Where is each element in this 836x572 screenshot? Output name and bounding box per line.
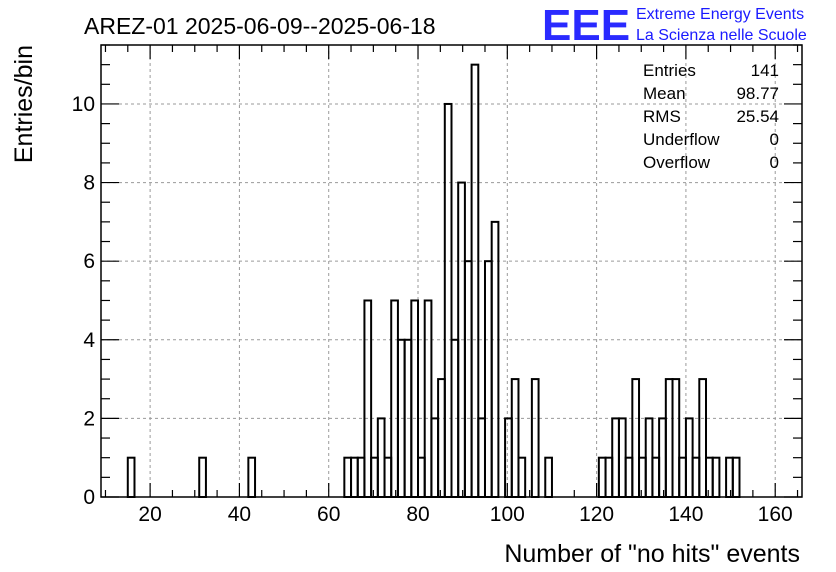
histogram-bin xyxy=(483,260,493,498)
histogram-bin xyxy=(477,417,486,498)
histogram-bin xyxy=(490,220,500,498)
histogram-bin xyxy=(198,456,207,498)
chart-title: AREZ-01 2025-06-09--2025-06-18 xyxy=(84,13,436,39)
y-tick-label: 6 xyxy=(83,250,95,273)
stats-entries-value: 141 xyxy=(751,61,779,80)
histogram-bin xyxy=(463,260,473,498)
eee-logo: EEE Extreme Energy Events La Scienza nel… xyxy=(542,1,807,50)
x-tick-label: 20 xyxy=(138,503,161,526)
y-tick-label: 10 xyxy=(72,93,95,116)
histogram-bin xyxy=(684,417,694,498)
histogram-bin xyxy=(350,456,359,498)
histogram-bin xyxy=(376,417,386,498)
plot-frame xyxy=(100,44,803,498)
stats-box: Entries 141 Mean 98.77 RMS 25.54 Underfl… xyxy=(643,61,779,172)
x-tick-label: 80 xyxy=(406,503,429,526)
stats-rms-value: 25.54 xyxy=(736,107,779,126)
histogram-bin xyxy=(530,378,540,498)
stats-mean-value: 98.77 xyxy=(736,84,779,103)
stats-entries-label: Entries xyxy=(643,61,696,80)
histogram-bin xyxy=(370,456,379,498)
histogram-bin xyxy=(517,456,527,498)
histogram-bin xyxy=(343,456,353,498)
stats-rms-label: RMS xyxy=(643,107,681,126)
logo-line-2: La Scienza nelle Scuole xyxy=(636,27,807,44)
y-tick-label: 4 xyxy=(83,329,95,352)
x-tick-label: 40 xyxy=(228,503,251,526)
stats-overflow-label: Overflow xyxy=(643,153,711,172)
stats-underflow-value: 0 xyxy=(770,130,779,149)
stats-mean-label: Mean xyxy=(643,84,686,103)
histogram-bin xyxy=(410,299,420,499)
tick-labels: 20 40 60 80 100 120 140 160 0 2 4 6 8 10 xyxy=(72,93,793,526)
histogram-bin xyxy=(443,102,453,499)
histogram-bin xyxy=(731,456,741,498)
histogram-bin xyxy=(504,417,513,498)
histogram-bin xyxy=(437,378,446,498)
histogram-bin xyxy=(725,456,734,498)
x-axis-title: Number of "no hits" events xyxy=(504,540,800,568)
logo-line-1: Extreme Energy Events xyxy=(636,6,804,23)
stats-overflow-value: 0 xyxy=(770,153,779,172)
histogram-bin xyxy=(705,456,714,498)
x-tick-label: 160 xyxy=(758,503,793,526)
x-tick-label: 140 xyxy=(668,503,703,526)
histogram-bin xyxy=(390,299,399,499)
y-axis-title: Entries/bin xyxy=(10,45,38,163)
histogram-bin xyxy=(691,456,701,498)
histogram-bin xyxy=(664,378,674,498)
histogram-bin xyxy=(651,456,661,498)
histogram-bin xyxy=(510,378,520,498)
axis-ticks xyxy=(101,44,802,498)
y-tick-label: 8 xyxy=(83,172,95,195)
y-tick-label: 0 xyxy=(83,486,95,509)
histogram-bin xyxy=(711,456,721,498)
histogram-bin xyxy=(544,456,553,498)
stats-underflow-label: Underflow xyxy=(643,130,720,149)
eee-logo-mark: EEE xyxy=(542,1,630,50)
histogram-bin xyxy=(597,456,607,498)
x-tick-label: 100 xyxy=(490,503,525,526)
histogram-bin xyxy=(363,299,373,499)
histogram-bin xyxy=(678,456,687,498)
histogram-bin xyxy=(617,417,627,498)
x-tick-label: 60 xyxy=(317,503,340,526)
histogram-bin xyxy=(126,456,136,498)
histogram-bin xyxy=(430,417,440,498)
histogram-bin xyxy=(631,378,641,498)
histogram-bin xyxy=(624,456,634,498)
histogram-bin xyxy=(356,456,366,498)
histogram-bin xyxy=(423,299,433,499)
histogram-bin xyxy=(611,417,620,498)
histogram-bin xyxy=(417,456,426,498)
histogram-bin xyxy=(698,378,708,498)
histogram-bin xyxy=(247,456,257,498)
histogram-bin xyxy=(658,417,667,498)
histogram-bin xyxy=(638,456,647,498)
y-tick-label: 2 xyxy=(83,407,95,430)
histogram-bin xyxy=(383,456,393,498)
histogram-bin xyxy=(644,417,654,498)
x-tick-label: 120 xyxy=(579,503,614,526)
histogram-bin xyxy=(604,456,614,498)
histogram-bin xyxy=(671,378,681,498)
histogram-bin xyxy=(470,63,480,499)
